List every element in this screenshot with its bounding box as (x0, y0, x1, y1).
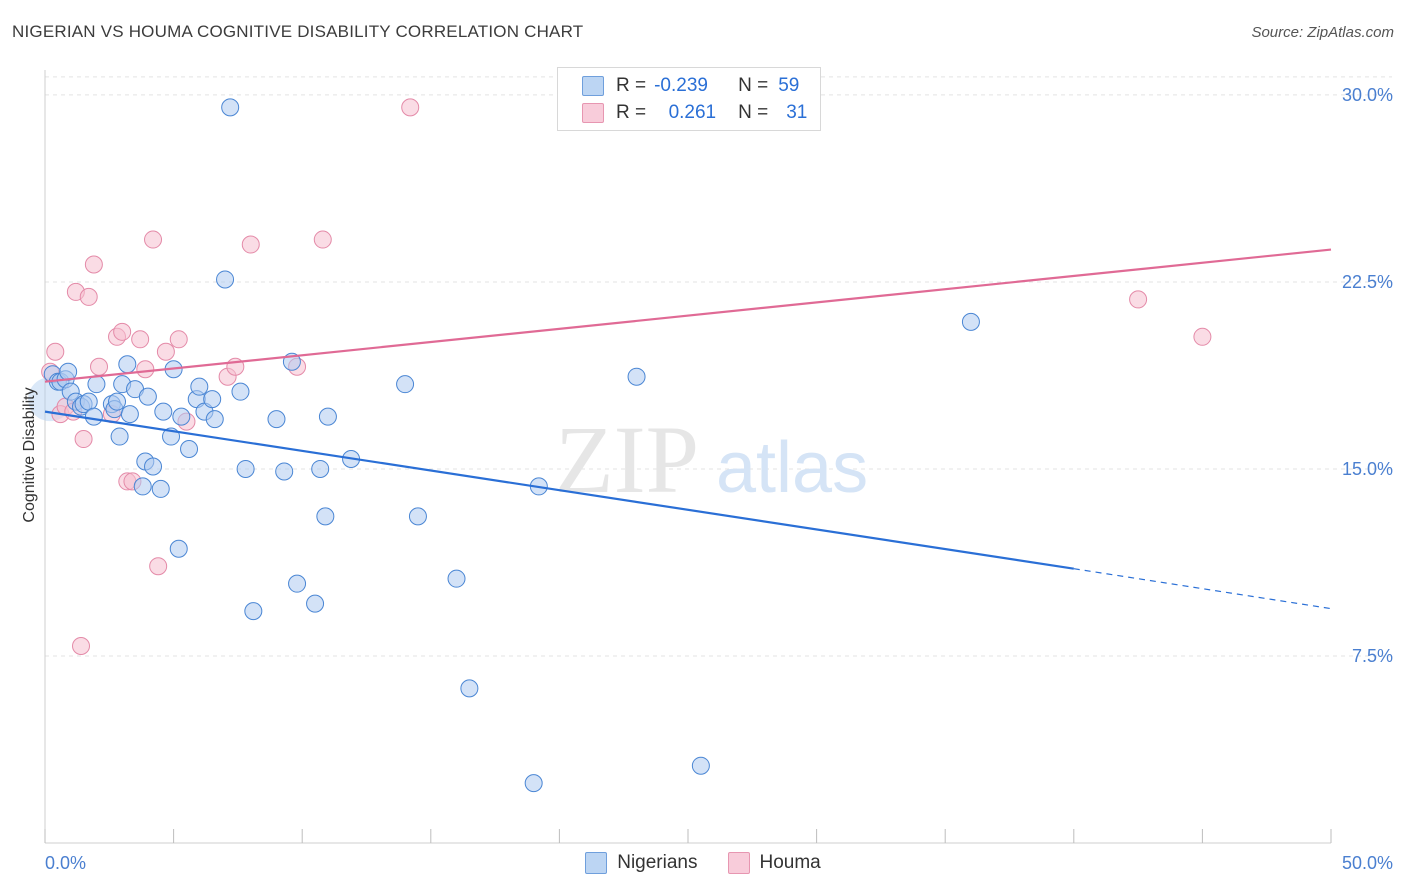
legend-row-houma: R = 0.261 N = 31 (582, 101, 807, 125)
nigerians-point (108, 392, 127, 411)
stats-legend: R = -0.239 N = 59 R = 0.261 N = 31 (557, 67, 821, 131)
nigerians-point (316, 507, 335, 526)
nigerians-point (306, 594, 325, 613)
nigerians-point (311, 459, 330, 478)
houma-trendline (44, 248, 1332, 383)
r-value: 0.261 (668, 102, 717, 123)
houma-point (84, 255, 103, 274)
houma-point (113, 322, 132, 341)
houma-point (313, 230, 332, 249)
nigerians-point (221, 98, 240, 117)
nigerians-point (267, 410, 286, 429)
series-legend: Nigerians Houma (0, 852, 1406, 874)
nigerians-point (961, 312, 980, 331)
watermark-zip: ZIP (555, 406, 699, 513)
grid-lines (45, 76, 1392, 657)
nigerians-point (84, 407, 103, 426)
nigerians-point (203, 390, 222, 409)
r-value: -0.239 (654, 75, 708, 96)
houma-point (401, 98, 420, 117)
nigerians-point (133, 477, 152, 496)
nigerians-point (408, 507, 427, 526)
nigerians-point (190, 377, 209, 396)
legend-item-houma: Houma (727, 852, 821, 874)
nigerians-point (396, 375, 415, 394)
nigerians-point (180, 440, 199, 459)
houma-point (241, 235, 260, 254)
chart-title: NIGERIAN VS HOUMA COGNITIVE DISABILITY C… (12, 22, 584, 41)
y-tick-label: 30.0% (1342, 85, 1393, 105)
legend-row-nigerians: R = -0.239 N = 59 (582, 74, 799, 98)
x-tick-label: 50.0% (1342, 853, 1393, 873)
nigerians-point (275, 462, 294, 481)
data-points (28, 98, 1212, 793)
y-tick-label: 7.5% (1352, 646, 1393, 666)
nigerians-point (120, 405, 139, 424)
nigerians-point (172, 407, 191, 426)
nigerians-point (236, 459, 255, 478)
source-credit: Source: ZipAtlas.com (1251, 24, 1394, 41)
houma-swatch (582, 103, 604, 123)
nigerians-legend-swatch (585, 852, 608, 874)
nigerians-point (627, 367, 646, 386)
houma-point (136, 360, 155, 379)
houma-point (156, 342, 175, 361)
houma-point (1193, 327, 1212, 346)
houma-point (79, 287, 98, 306)
nigerians-point (216, 270, 235, 289)
n-value: 59 (778, 75, 800, 96)
nigerians-point (318, 407, 337, 426)
houma-point (74, 430, 93, 449)
nigerians-point (79, 392, 98, 411)
nigerians-point (87, 375, 106, 394)
nigerians-point (205, 410, 224, 429)
tick-labels: 7.5% 15.0% 22.5% 30.0% 0.0% 50.0% (45, 85, 1393, 873)
houma-point (1129, 290, 1148, 309)
axes (44, 70, 1332, 844)
nigerians-point (151, 479, 170, 498)
trend-lines (44, 248, 1332, 610)
houma-point (46, 342, 65, 361)
nigerians-point (447, 569, 466, 588)
watermark: ZIP atlas (555, 406, 868, 513)
legend-item-nigerians: Nigerians (585, 852, 698, 874)
houma-point (90, 357, 109, 376)
nigerians-point (169, 539, 188, 558)
houma-legend-label: Houma (759, 852, 821, 873)
nigerians-point (244, 602, 263, 621)
nigerians-point (288, 574, 307, 593)
nigerians-point (460, 679, 479, 698)
nigerians-swatch (582, 76, 604, 96)
nigerians-trendline (44, 410, 1074, 570)
y-axis-label: Cognitive Disability (21, 387, 38, 522)
r-label: R = (616, 75, 647, 96)
nigerians-point (154, 402, 173, 421)
houma-point (144, 230, 163, 249)
houma-point (169, 330, 188, 349)
nigerians-point (118, 355, 137, 374)
y-tick-label: 22.5% (1342, 272, 1393, 292)
nigerians-point (524, 774, 543, 793)
y-tick-label: 15.0% (1342, 459, 1393, 479)
houma-legend-swatch (727, 852, 750, 874)
nigerians-point (110, 427, 129, 446)
nigerians-point (138, 387, 157, 406)
nigerians-point (691, 756, 710, 775)
n-label: N = (738, 75, 769, 96)
n-label: N = (738, 102, 769, 123)
houma-point (72, 637, 91, 656)
nigerians-point (231, 382, 250, 401)
houma-point (131, 330, 150, 349)
nigerians-legend-label: Nigerians (617, 852, 698, 873)
nigerians-point (144, 457, 163, 476)
houma-point (149, 557, 168, 576)
n-value: 31 (786, 102, 808, 123)
x-tick-label: 0.0% (45, 853, 86, 873)
watermark-atlas: atlas (716, 428, 868, 508)
nigerians-trendline-extension (1073, 568, 1332, 610)
r-label: R = (616, 102, 647, 123)
